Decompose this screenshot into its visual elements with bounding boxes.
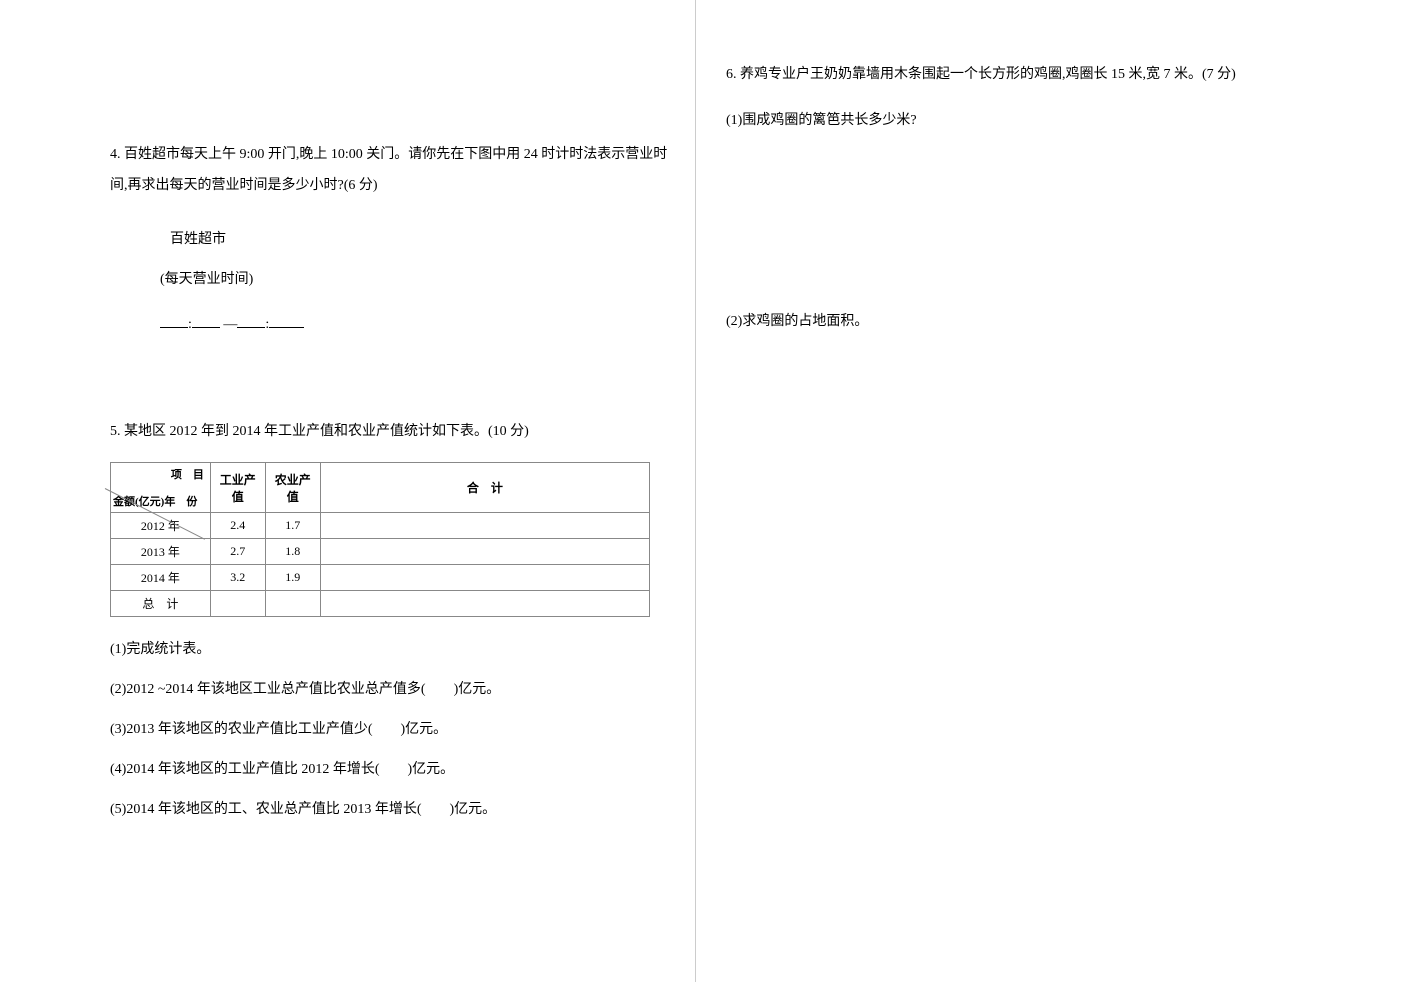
table-row: 2013 年 2.7 1.8: [111, 539, 650, 565]
q5-sub4-a: (4)2014 年该地区的工业产值比 2012 年增长(: [110, 762, 380, 777]
q5-sub4: (4)2014 年该地区的工业产值比 2012 年增长( )亿元。: [110, 752, 675, 787]
industrial-cell: 2.4: [210, 513, 265, 539]
blank-paren[interactable]: [426, 682, 454, 697]
blank-hour2[interactable]: [237, 312, 265, 328]
col-industrial-header: 工业产值: [210, 463, 265, 513]
total-cell[interactable]: [320, 565, 649, 591]
left-column: 4. 百姓超市每天上午 9:00 开门,晚上 10:00 关门。请你先在下图中用…: [0, 0, 695, 982]
year-cell: 2014 年: [111, 565, 211, 591]
time-blanks: : —:: [160, 307, 675, 342]
blank-min1[interactable]: [192, 312, 220, 328]
diag-bottom-label: 金额(亿元)年 份: [113, 493, 197, 509]
total-row-label: 总 计: [111, 591, 211, 617]
col-total-header: 合 计: [320, 463, 649, 513]
col-agricultural-header: 农业产值: [265, 463, 320, 513]
page-container: 4. 百姓超市每天上午 9:00 开门,晚上 10:00 关门。请你先在下图中用…: [0, 0, 1421, 982]
diag-header: 项 目 金额(亿元)年 份: [111, 463, 211, 513]
blank-hour1[interactable]: [160, 312, 188, 328]
q5-sub3-b: )亿元。: [401, 722, 448, 737]
q4-text: 4. 百姓超市每天上午 9:00 开门,晚上 10:00 关门。请你先在下图中用…: [110, 140, 675, 202]
agricultural-cell: 1.9: [265, 565, 320, 591]
q6-sub2: (2)求鸡圈的占地面积。: [726, 307, 1385, 338]
question-4: 4. 百姓超市每天上午 9:00 开门,晚上 10:00 关门。请你先在下图中用…: [110, 140, 675, 342]
q5-sub4-b: )亿元。: [408, 762, 455, 777]
industrial-cell: 2.7: [210, 539, 265, 565]
shop-name: 百姓超市: [170, 222, 675, 257]
statistics-table: 项 目 金额(亿元)年 份 工业产值 农业产值 合 计 2012 年 2.4 1…: [110, 462, 650, 617]
blank-paren[interactable]: [373, 722, 401, 737]
shop-sign-box: 百姓超市 (每天营业时间) : —:: [160, 222, 675, 342]
q5-text: 5. 某地区 2012 年到 2014 年工业产值和农业产值统计如下表。(10 …: [110, 417, 675, 448]
total-cell[interactable]: [320, 513, 649, 539]
total-cell[interactable]: [320, 539, 649, 565]
total-industrial-cell[interactable]: [210, 591, 265, 617]
table-header-row: 项 目 金额(亿元)年 份 工业产值 农业产值 合 计: [111, 463, 650, 513]
q5-sub2-b: )亿元。: [454, 682, 501, 697]
agricultural-cell: 1.7: [265, 513, 320, 539]
answer-space-1: [726, 137, 1385, 292]
blank-paren[interactable]: [380, 762, 408, 777]
dash: —: [223, 317, 237, 332]
table-total-row: 总 计: [111, 591, 650, 617]
q5-sub5-b: )亿元。: [450, 802, 497, 817]
table-row: 2012 年 2.4 1.7: [111, 513, 650, 539]
q5-sub5-a: (5)2014 年该地区的工、农业总产值比 2013 年增长(: [110, 802, 422, 817]
q5-sub2-a: (2)2012 ~2014 年该地区工业总产值比农业总产值多(: [110, 682, 426, 697]
grand-total-cell[interactable]: [320, 591, 649, 617]
q5-sub1: (1)完成统计表。: [110, 632, 675, 667]
q5-sub3-a: (3)2013 年该地区的农业产值比工业产值少(: [110, 722, 373, 737]
shop-hours-label: (每天营业时间): [160, 262, 675, 297]
q5-sub5: (5)2014 年该地区的工、农业总产值比 2013 年增长( )亿元。: [110, 792, 675, 827]
agricultural-cell: 1.8: [265, 539, 320, 565]
blank-paren[interactable]: [422, 802, 450, 817]
year-cell: 2013 年: [111, 539, 211, 565]
q6-sub1: (1)围成鸡圈的篱笆共长多少米?: [726, 106, 1385, 137]
right-column: 6. 养鸡专业户王奶奶靠墙用木条围起一个长方形的鸡圈,鸡圈长 15 米,宽 7 …: [695, 0, 1415, 982]
q5-sub3: (3)2013 年该地区的农业产值比工业产值少( )亿元。: [110, 712, 675, 747]
q5-sub2: (2)2012 ~2014 年该地区工业总产值比农业总产值多( )亿元。: [110, 672, 675, 707]
q6-text: 6. 养鸡专业户王奶奶靠墙用木条围起一个长方形的鸡圈,鸡圈长 15 米,宽 7 …: [726, 60, 1385, 91]
question-5: 5. 某地区 2012 年到 2014 年工业产值和农业产值统计如下表。(10 …: [110, 417, 675, 828]
diag-top-label: 项 目: [171, 466, 204, 482]
blank-min2[interactable]: [269, 312, 304, 328]
total-agricultural-cell[interactable]: [265, 591, 320, 617]
industrial-cell: 3.2: [210, 565, 265, 591]
question-6: 6. 养鸡专业户王奶奶靠墙用木条围起一个长方形的鸡圈,鸡圈长 15 米,宽 7 …: [726, 60, 1385, 337]
table-row: 2014 年 3.2 1.9: [111, 565, 650, 591]
